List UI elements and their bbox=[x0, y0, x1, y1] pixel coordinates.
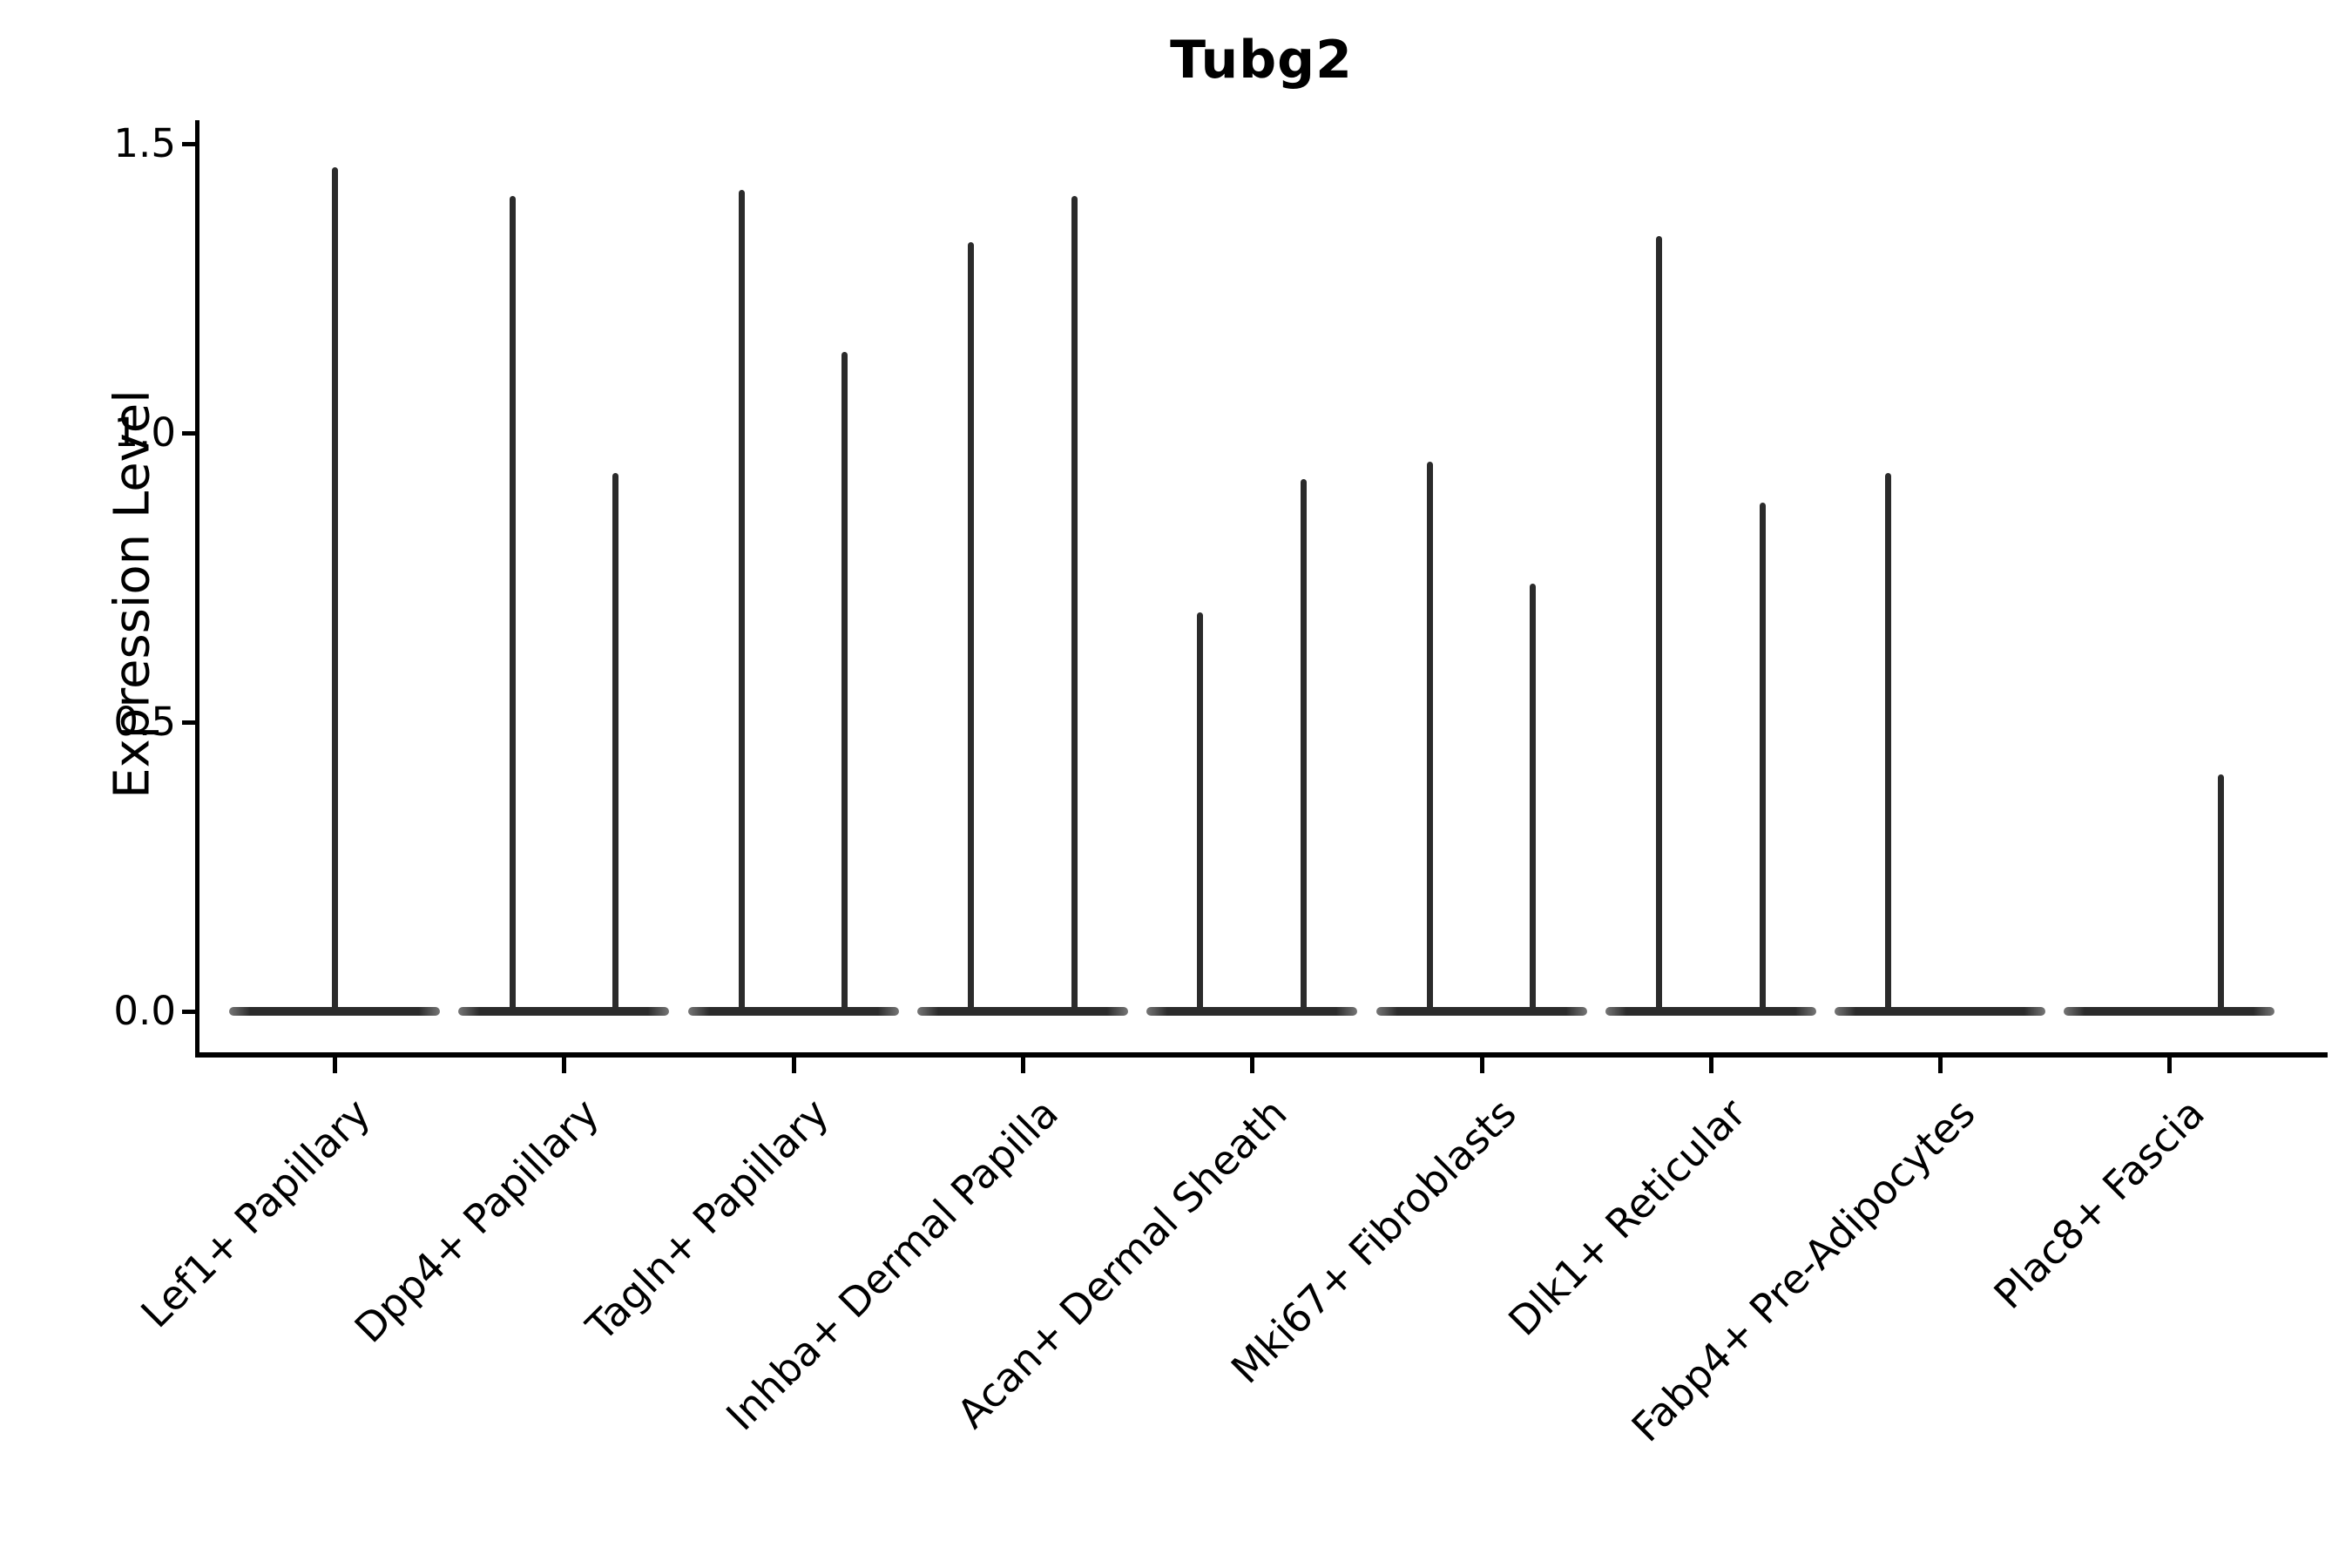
y-tick-label: 1.5 bbox=[113, 120, 176, 166]
x-tick-mark bbox=[1250, 1058, 1255, 1073]
violin-spike bbox=[1426, 462, 1433, 1010]
x-tick-mark bbox=[791, 1058, 796, 1073]
violin-spike bbox=[2218, 774, 2225, 1010]
x-tick-label: Dlk1+ Reticular bbox=[1499, 1089, 1755, 1345]
chart-title: Tubg2 bbox=[1170, 30, 1353, 91]
violin-spike bbox=[331, 166, 338, 1010]
y-tick-mark bbox=[182, 720, 195, 725]
violin-baseline bbox=[916, 1007, 1128, 1016]
x-tick-mark bbox=[1938, 1058, 1943, 1073]
x-tick-mark bbox=[1708, 1058, 1713, 1073]
y-tick-label: 0.5 bbox=[113, 699, 176, 745]
violin-spike bbox=[1300, 479, 1307, 1010]
y-tick-label: 1.0 bbox=[113, 409, 176, 456]
x-tick-mark bbox=[562, 1058, 567, 1073]
violin-baseline bbox=[229, 1007, 440, 1016]
violin-spike bbox=[1530, 583, 1537, 1010]
violin-baseline bbox=[687, 1007, 899, 1016]
violin-spike bbox=[612, 473, 619, 1010]
violin-baseline bbox=[1835, 1007, 2046, 1016]
y-axis-spine bbox=[195, 120, 199, 1058]
violin-spike bbox=[738, 190, 745, 1010]
x-tick-mark bbox=[2167, 1058, 2173, 1073]
violin-spike bbox=[841, 352, 848, 1010]
y-tick-label: 0.0 bbox=[113, 988, 176, 1034]
x-tick-label: Lef1+ Papillary bbox=[131, 1089, 379, 1337]
y-tick-mark bbox=[182, 431, 195, 436]
violin-spike bbox=[509, 195, 516, 1010]
violin-baseline bbox=[458, 1007, 670, 1016]
x-tick-label: Plac8+ Fascia bbox=[1984, 1089, 2214, 1318]
violin-baseline bbox=[1146, 1007, 1358, 1016]
violin-spike bbox=[968, 241, 975, 1010]
violin-spike bbox=[1759, 502, 1766, 1010]
violin-spike bbox=[1656, 236, 1663, 1010]
y-tick-mark bbox=[182, 142, 195, 146]
x-tick-label: Tagln+ Papillary bbox=[577, 1089, 838, 1350]
violin-spike bbox=[1885, 473, 1892, 1010]
x-axis-spine bbox=[195, 1052, 2328, 1058]
y-tick-mark bbox=[182, 1010, 195, 1014]
violin-baseline bbox=[1605, 1007, 1816, 1016]
violin-baseline bbox=[2064, 1007, 2275, 1016]
violin-spike bbox=[1197, 612, 1204, 1010]
violin-spike bbox=[1071, 195, 1078, 1010]
violin-baseline bbox=[1375, 1007, 1587, 1016]
x-tick-label: Dpp4+ Papillary bbox=[345, 1089, 609, 1352]
x-tick-mark bbox=[1020, 1058, 1025, 1073]
x-tick-mark bbox=[333, 1058, 337, 1073]
x-tick-mark bbox=[1479, 1058, 1484, 1073]
